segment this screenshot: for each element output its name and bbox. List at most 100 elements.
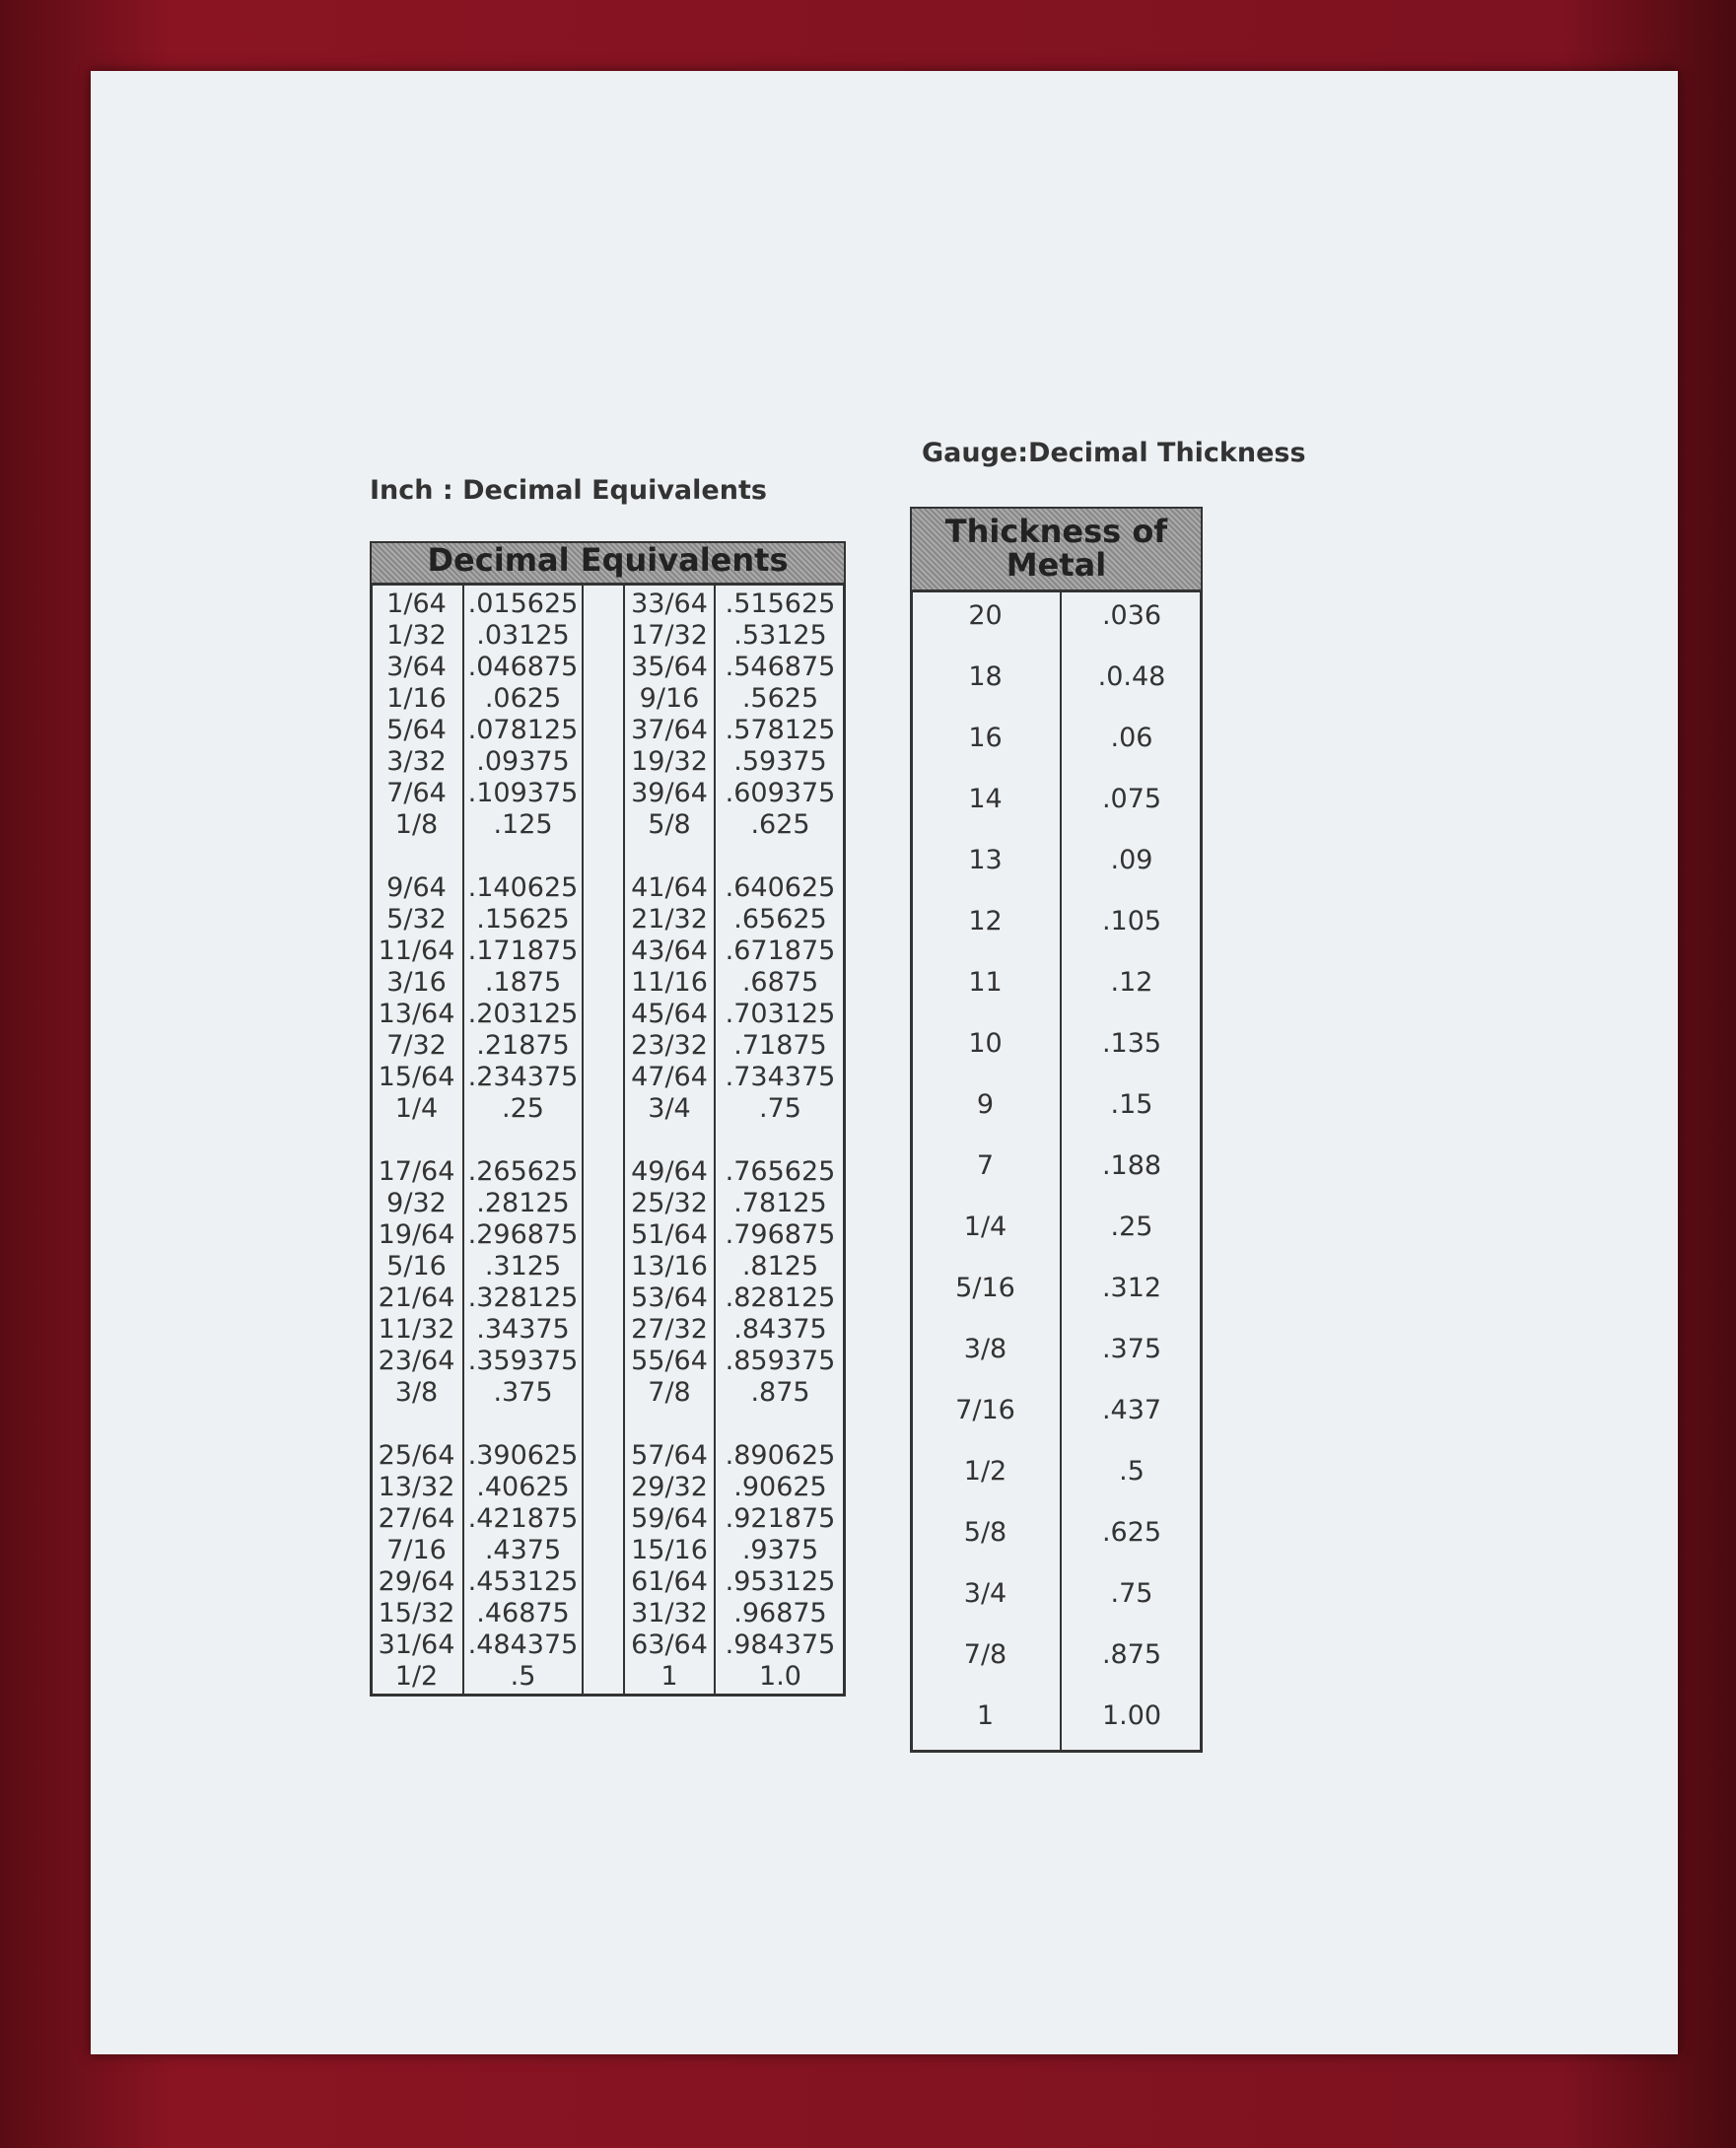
- decimal: .140625: [467, 872, 579, 903]
- fraction: 7/32: [386, 1030, 447, 1061]
- thickness: .375: [1101, 1334, 1162, 1364]
- paper: Inch : Decimal Equivalents Gauge:Decimal…: [91, 71, 1678, 2054]
- thickness: .036: [1101, 600, 1162, 631]
- decimal: .90625: [733, 1472, 827, 1502]
- fraction: 27/32: [631, 1314, 708, 1345]
- column-line: [714, 585, 716, 1697]
- thickness: .437: [1101, 1395, 1162, 1425]
- thickness: .75: [1110, 1578, 1153, 1609]
- thickness: .312: [1101, 1273, 1162, 1303]
- fraction: 19/64: [378, 1219, 455, 1250]
- fraction: 3/32: [386, 746, 447, 777]
- decimal: .46875: [476, 1598, 570, 1628]
- fraction: 55/64: [631, 1346, 708, 1376]
- fraction: 25/32: [631, 1188, 708, 1218]
- decimal: .609375: [725, 778, 836, 808]
- fraction: 41/64: [631, 872, 708, 903]
- gauge: 5/16: [955, 1273, 1015, 1303]
- fraction: 53/64: [631, 1282, 708, 1313]
- decimal: .578125: [725, 715, 836, 745]
- table-header: Decimal Equivalents: [370, 541, 846, 585]
- decimal: .890625: [725, 1440, 836, 1471]
- thickness: .12: [1110, 967, 1153, 998]
- decimal: .421875: [467, 1503, 579, 1534]
- gauge: 20: [968, 600, 1003, 631]
- decimal: .921875: [725, 1503, 836, 1534]
- fraction: 5/64: [386, 715, 447, 745]
- table-header: Thickness of Metal: [910, 507, 1203, 591]
- thickness: .188: [1101, 1150, 1162, 1181]
- decimal: .265625: [467, 1156, 579, 1187]
- fraction: 1/64: [386, 589, 447, 619]
- fraction: 1/16: [386, 683, 447, 714]
- decimal: 1.0: [759, 1661, 801, 1692]
- fraction: 51/64: [631, 1219, 708, 1250]
- gauge: 12: [968, 906, 1003, 936]
- decimal: .71875: [733, 1030, 827, 1061]
- gauge: 13: [968, 845, 1003, 875]
- fraction: 1/32: [386, 620, 447, 651]
- fraction: 15/16: [631, 1535, 708, 1565]
- decimal: .234375: [467, 1062, 579, 1092]
- thickness: 1.00: [1101, 1700, 1162, 1731]
- thickness: .06: [1110, 723, 1153, 753]
- decimal: .984375: [725, 1629, 836, 1660]
- decimal: .1875: [484, 967, 562, 998]
- fraction: 7/16: [386, 1535, 447, 1565]
- decimal: .859375: [725, 1346, 836, 1376]
- decimal: .546875: [725, 652, 836, 682]
- fraction: 43/64: [631, 935, 708, 966]
- table-body: [370, 583, 846, 1697]
- fraction: 31/32: [631, 1598, 708, 1628]
- decimal: .3125: [484, 1251, 562, 1282]
- fraction: 11/32: [378, 1314, 455, 1345]
- column-line: [623, 585, 625, 1697]
- fraction: 1/8: [394, 809, 439, 840]
- thickness: .075: [1101, 784, 1162, 814]
- thickness: .625: [1101, 1517, 1162, 1548]
- decimal: .53125: [733, 620, 827, 651]
- fraction: 7/64: [386, 778, 447, 808]
- decimal: .6875: [741, 967, 819, 998]
- decimal: .5625: [741, 683, 819, 714]
- fraction: 13/16: [631, 1251, 708, 1282]
- fraction: 45/64: [631, 999, 708, 1029]
- gauge: 14: [968, 784, 1003, 814]
- decimal: .625: [750, 809, 810, 840]
- fraction: 9/16: [639, 683, 700, 714]
- right-title: Gauge:Decimal Thickness: [922, 438, 1306, 468]
- decimal: .203125: [467, 999, 579, 1029]
- decimal: .09375: [476, 746, 570, 777]
- fraction: 63/64: [631, 1629, 708, 1660]
- decimal: .15625: [476, 904, 570, 935]
- gauge: 18: [968, 661, 1003, 692]
- fraction: 29/32: [631, 1472, 708, 1502]
- thickness: .5: [1119, 1456, 1145, 1487]
- table-body: [910, 589, 1203, 1753]
- decimal: .484375: [467, 1629, 579, 1660]
- gauge: 5/8: [963, 1517, 1007, 1548]
- decimal: .96875: [733, 1598, 827, 1628]
- decimal: .875: [750, 1377, 810, 1408]
- fraction: 1/2: [394, 1661, 439, 1692]
- fraction: 57/64: [631, 1440, 708, 1471]
- thickness: .09: [1110, 845, 1153, 875]
- thickness: .0.48: [1097, 661, 1166, 692]
- fraction: 61/64: [631, 1566, 708, 1597]
- column-line: [1060, 591, 1062, 1753]
- fraction: 35/64: [631, 652, 708, 682]
- decimal: .078125: [467, 715, 579, 745]
- gauge: 11: [968, 967, 1003, 998]
- column-line: [582, 585, 584, 1697]
- fraction: 13/32: [378, 1472, 455, 1502]
- thickness: .15: [1110, 1089, 1153, 1120]
- fraction: 25/64: [378, 1440, 455, 1471]
- fraction: 1: [660, 1661, 678, 1692]
- fraction: 27/64: [378, 1503, 455, 1534]
- fraction: 15/32: [378, 1598, 455, 1628]
- gauge: 7: [976, 1150, 995, 1181]
- fraction: 21/32: [631, 904, 708, 935]
- fraction: 19/32: [631, 746, 708, 777]
- decimal: .640625: [725, 872, 836, 903]
- gauge: 7/16: [955, 1395, 1015, 1425]
